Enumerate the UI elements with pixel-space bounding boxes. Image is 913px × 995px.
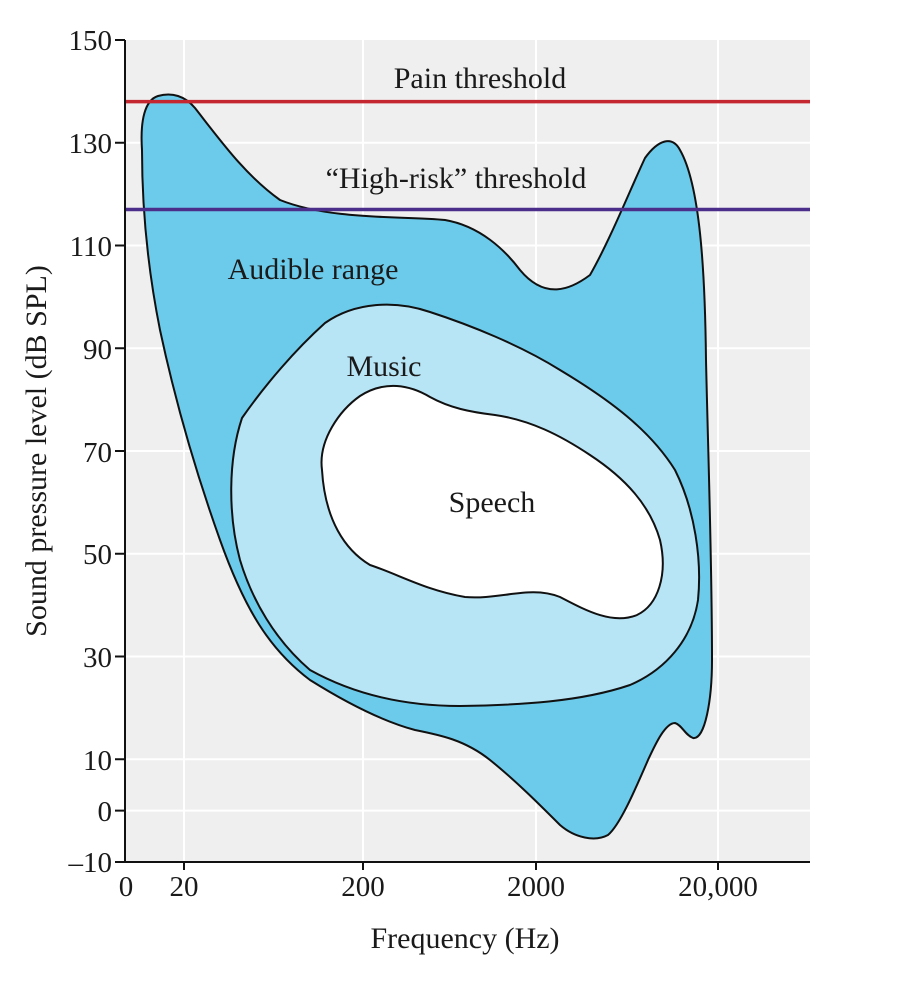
x-tick-label: 20,000: [678, 871, 758, 903]
y-tick-label: 90: [83, 334, 112, 366]
y-tick-label: 70: [83, 437, 112, 469]
high-risk-threshold-label: “High-risk” threshold: [326, 162, 587, 195]
tick-marks: [115, 39, 719, 870]
y-tick-label: 0: [98, 796, 113, 828]
x-tick-label: 0: [119, 871, 134, 903]
x-tick-label: 200: [341, 871, 385, 903]
x-tick-label: 20: [170, 871, 199, 903]
x-axis-title: Frequency (Hz): [370, 922, 559, 955]
y-tick-label: 150: [69, 25, 113, 57]
y-tick-label: 10: [83, 745, 112, 777]
x-tick-label: 2000: [507, 871, 565, 903]
y-tick-label: –10: [68, 847, 113, 879]
music-label: Music: [347, 350, 422, 383]
y-tick-label: 30: [83, 642, 112, 674]
y-tick-label: 50: [83, 539, 112, 571]
pain-threshold-label: Pain threshold: [394, 62, 567, 95]
y-tick-label: 110: [70, 231, 112, 263]
audible-range-label: Audible range: [228, 253, 399, 286]
speech-label: Speech: [449, 486, 536, 519]
speech-region: [320, 384, 664, 620]
y-axis-title: Sound pressure level (dB SPL): [20, 265, 53, 637]
y-tick-label: 130: [69, 128, 113, 160]
